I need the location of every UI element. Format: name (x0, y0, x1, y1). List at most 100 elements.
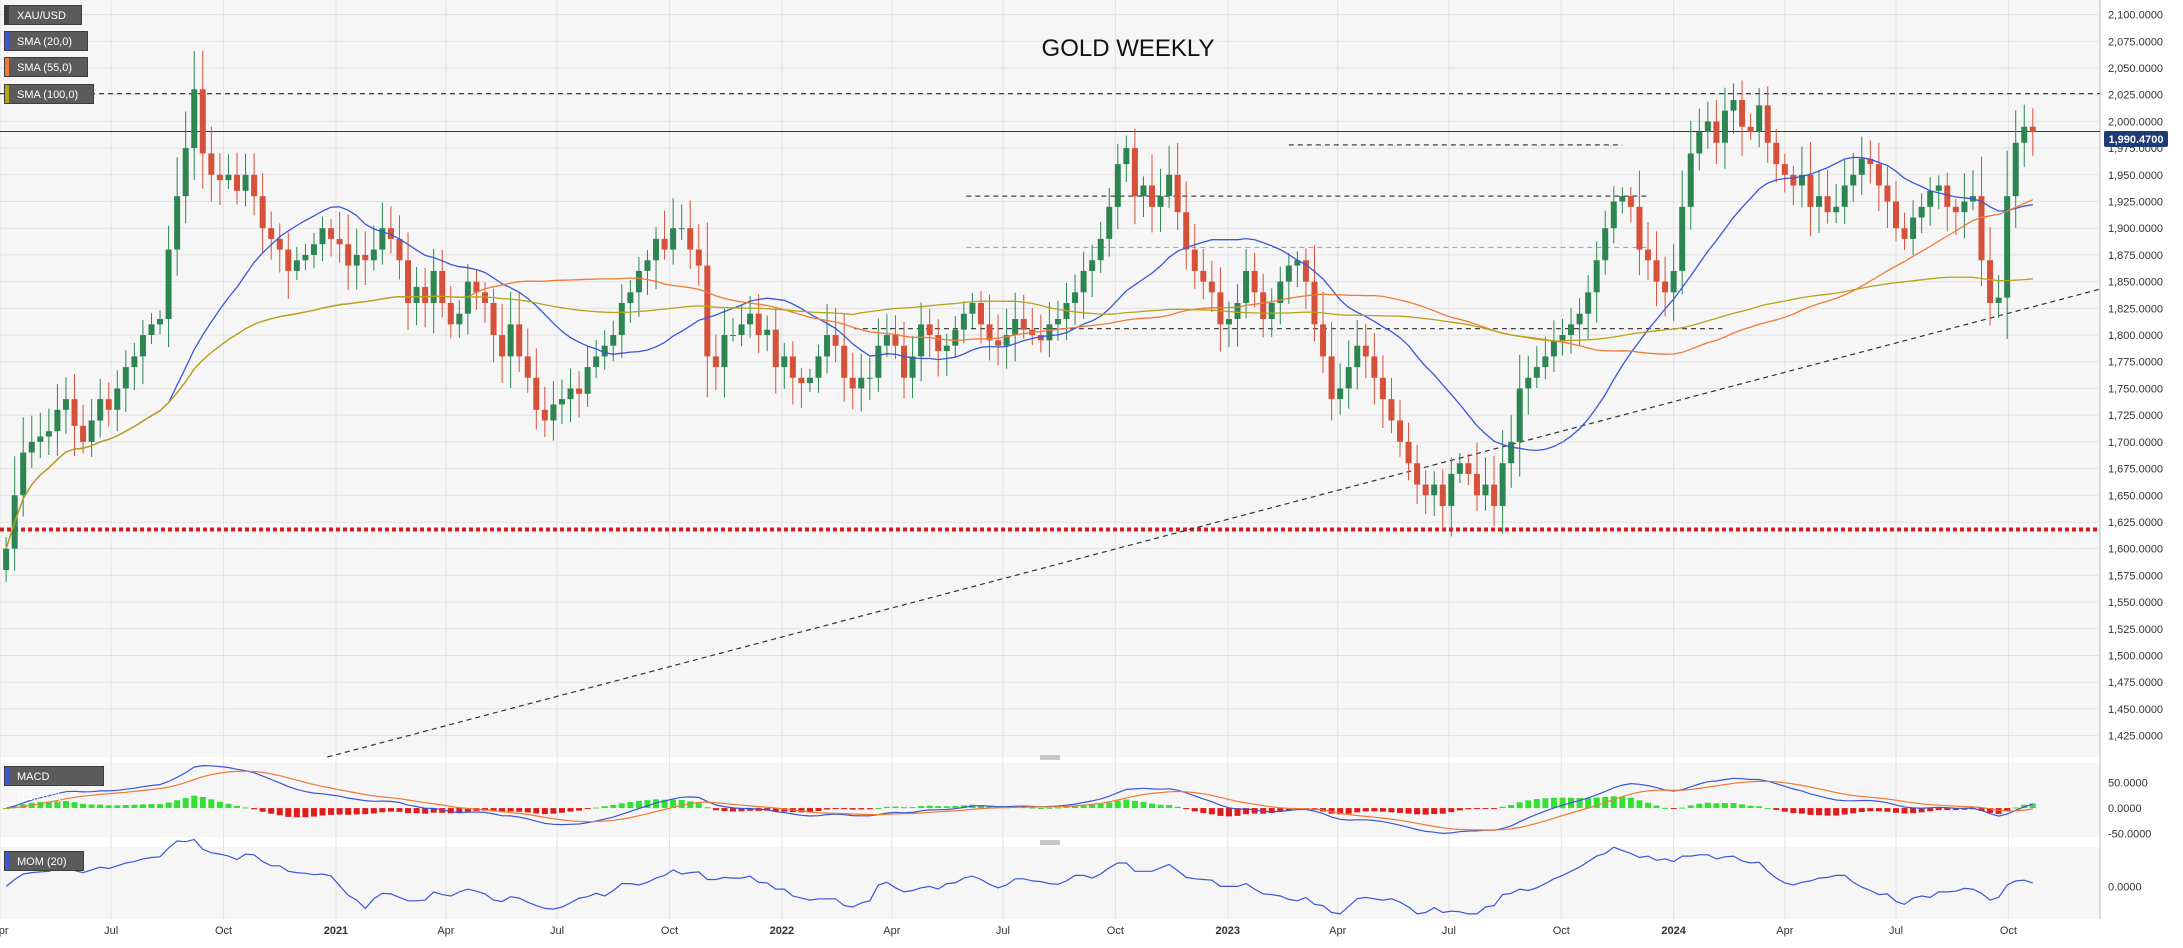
macd-histogram-bar (182, 798, 189, 809)
candle-body (558, 399, 565, 405)
mom-legend[interactable]: MOM (20) (4, 851, 84, 871)
macd-histogram-bar (225, 803, 232, 809)
macd-histogram-bar (1345, 808, 1352, 814)
candle-body (747, 313, 754, 325)
macd-histogram-bar (1533, 799, 1540, 809)
chart-title: GOLD WEEKLY (1042, 35, 1215, 62)
macd-histogram-bar (80, 803, 87, 809)
support-resistance-levels (0, 92, 2101, 758)
candle-body (1858, 158, 1865, 175)
candle-body (447, 302, 454, 325)
time-axis-labels: Apr Jul Oct 2021 Apr Jul Oct 2022 Apr Jul Oct 2023 A… (0, 925, 2017, 937)
candle-body (1978, 196, 1985, 261)
time-tick-label: Apr (883, 925, 900, 937)
candle-body (584, 367, 591, 394)
candle-body (644, 260, 651, 271)
sma20-legend[interactable]: SMA (20,0) (4, 31, 88, 51)
macd-histogram-bar (1833, 808, 1840, 816)
macd-histogram-bar (379, 808, 386, 813)
pane-divider-handle-1[interactable] (1040, 755, 1060, 760)
macd-histogram-bar (1644, 802, 1651, 809)
macd-histogram-bar (1781, 808, 1788, 812)
candle-body (456, 313, 463, 325)
macd-histogram-bar (678, 800, 685, 809)
candle-body (1816, 196, 1823, 207)
candle-body (1619, 196, 1626, 202)
candle-body (1568, 324, 1575, 336)
macd-tick-label: -50.0000 (2108, 828, 2151, 840)
candle-body (1362, 345, 1369, 357)
pane-divider-handle-2[interactable] (1040, 840, 1060, 845)
macd-histogram-bar (1251, 808, 1258, 814)
macd-histogram-bar (387, 808, 394, 812)
macd-histogram-bar (1097, 803, 1104, 809)
price-tick-label: 1,650.0000 (2108, 490, 2163, 502)
candle-body (824, 335, 831, 357)
candle-body (1764, 105, 1771, 143)
macd-histogram-bar (499, 808, 506, 813)
sma55-legend[interactable]: SMA (55,0) (4, 57, 88, 77)
candle-body (1397, 420, 1403, 442)
macd-histogram-bar (653, 799, 660, 809)
candle-body (1687, 153, 1694, 207)
macd-histogram-bar (1080, 805, 1087, 809)
candle-body (1149, 185, 1156, 207)
candle-body (1696, 132, 1703, 154)
candle-body (533, 377, 540, 410)
macd-histogram-bar (37, 801, 44, 809)
time-tick-label: 2022 (770, 925, 794, 937)
candle-body (28, 441, 35, 453)
time-tick-label: Apr (0, 925, 9, 937)
macd-histogram-bar (1850, 808, 1857, 814)
candle-body (806, 377, 813, 384)
macd-histogram-bar (1875, 808, 1882, 812)
macd-legend[interactable]: MACD (12,26,9) (4, 766, 104, 803)
mom-label: MOM (20) (17, 856, 67, 868)
candle-body (1311, 281, 1318, 325)
macd-pane-background (0, 763, 2100, 837)
candle-body (1285, 265, 1292, 282)
candle-body (781, 356, 788, 368)
macd-histogram-bar (1140, 801, 1147, 809)
macd-histogram-bar (293, 808, 300, 818)
macd-histogram-bar (1106, 802, 1113, 809)
candle-body (2004, 196, 2011, 298)
time-tick-label: Oct (1553, 925, 1570, 937)
candle-body (336, 238, 343, 245)
candle-body (1730, 100, 1737, 111)
candle-body (1012, 319, 1019, 336)
candle-body (738, 324, 745, 336)
price-tick-label: 1,775.0000 (2108, 357, 2163, 369)
candle-body (943, 345, 950, 352)
macd-histogram-bar (1405, 808, 1412, 814)
candle-body (1704, 121, 1711, 133)
macd-histogram-bar (1388, 808, 1395, 813)
candle-body (627, 292, 634, 303)
symbol-legend[interactable]: XAU/USD (4, 5, 82, 25)
macd-histogram-bar (1037, 807, 1044, 809)
candle-body (661, 238, 668, 250)
candle-body (473, 281, 480, 293)
macd-histogram-bar (345, 808, 352, 815)
candle-body (712, 356, 719, 368)
time-tick-label: Jul (1442, 925, 1456, 937)
sma100-legend[interactable]: SMA (100,0) (4, 84, 94, 104)
time-tick-label: Jul (104, 925, 118, 937)
macd-histogram-bar (1149, 803, 1156, 809)
macd-histogram-bar (627, 802, 634, 809)
candle-body (251, 174, 258, 197)
macd-histogram-bar (1431, 808, 1438, 814)
price-tick-label: 2,050.0000 (2108, 63, 2163, 75)
time-tick-label: Apr (437, 925, 454, 937)
macd-histogram-bar (1328, 808, 1335, 814)
macd-histogram-bar (208, 799, 215, 809)
macd-histogram-bar (593, 807, 600, 809)
macd-histogram-bar (1174, 806, 1181, 809)
candle-body (875, 345, 882, 378)
candle-body (687, 228, 694, 250)
candle-body (1320, 324, 1327, 357)
candle-body (918, 324, 925, 357)
macd-signal-line (6, 770, 2033, 831)
macd-histogram-bar (1773, 808, 1780, 810)
